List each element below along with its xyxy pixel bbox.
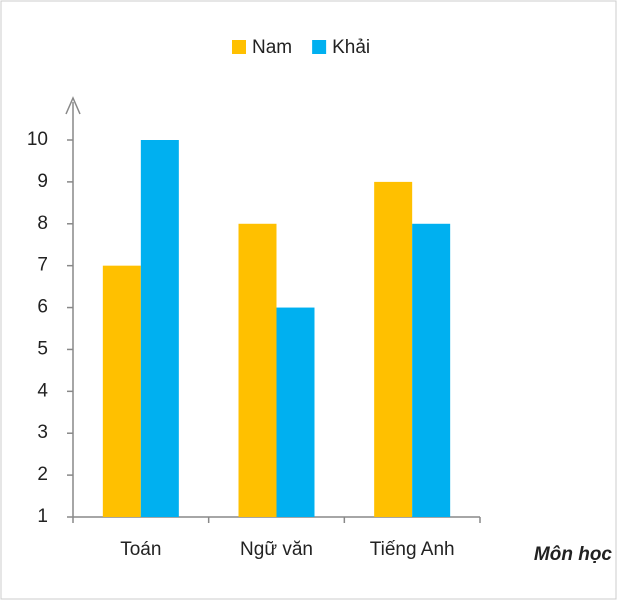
bar (238, 223, 277, 517)
x-tick-label: Tiếng Anh (370, 539, 455, 560)
y-tick-label: 10 (27, 129, 48, 150)
y-tick-label: 8 (37, 213, 48, 234)
y-axis-arrow (65, 96, 81, 115)
bar (102, 265, 141, 517)
x-tick-label: Toán (120, 539, 161, 560)
x-tick-label: Ngữ văn (240, 539, 313, 560)
legend-swatch (232, 40, 246, 54)
y-tick-label: 1 (37, 506, 48, 527)
y-tick-label: 6 (37, 297, 48, 318)
y-tick-label: 4 (37, 380, 48, 401)
y-tick-label: 9 (37, 171, 48, 192)
legend-swatch (312, 40, 327, 54)
bar (276, 307, 315, 517)
y-tick-label: 5 (37, 338, 48, 359)
y-tick-label: 7 (37, 255, 48, 276)
y-tick-label: 2 (37, 464, 48, 485)
x-axis-label: Môn học (534, 544, 613, 565)
y-tick-label: 3 (37, 422, 48, 443)
bar (412, 223, 451, 517)
legend-label: Nam (252, 37, 292, 58)
legend-label: Khải (332, 37, 370, 58)
bar (140, 140, 179, 517)
bar (374, 181, 413, 517)
